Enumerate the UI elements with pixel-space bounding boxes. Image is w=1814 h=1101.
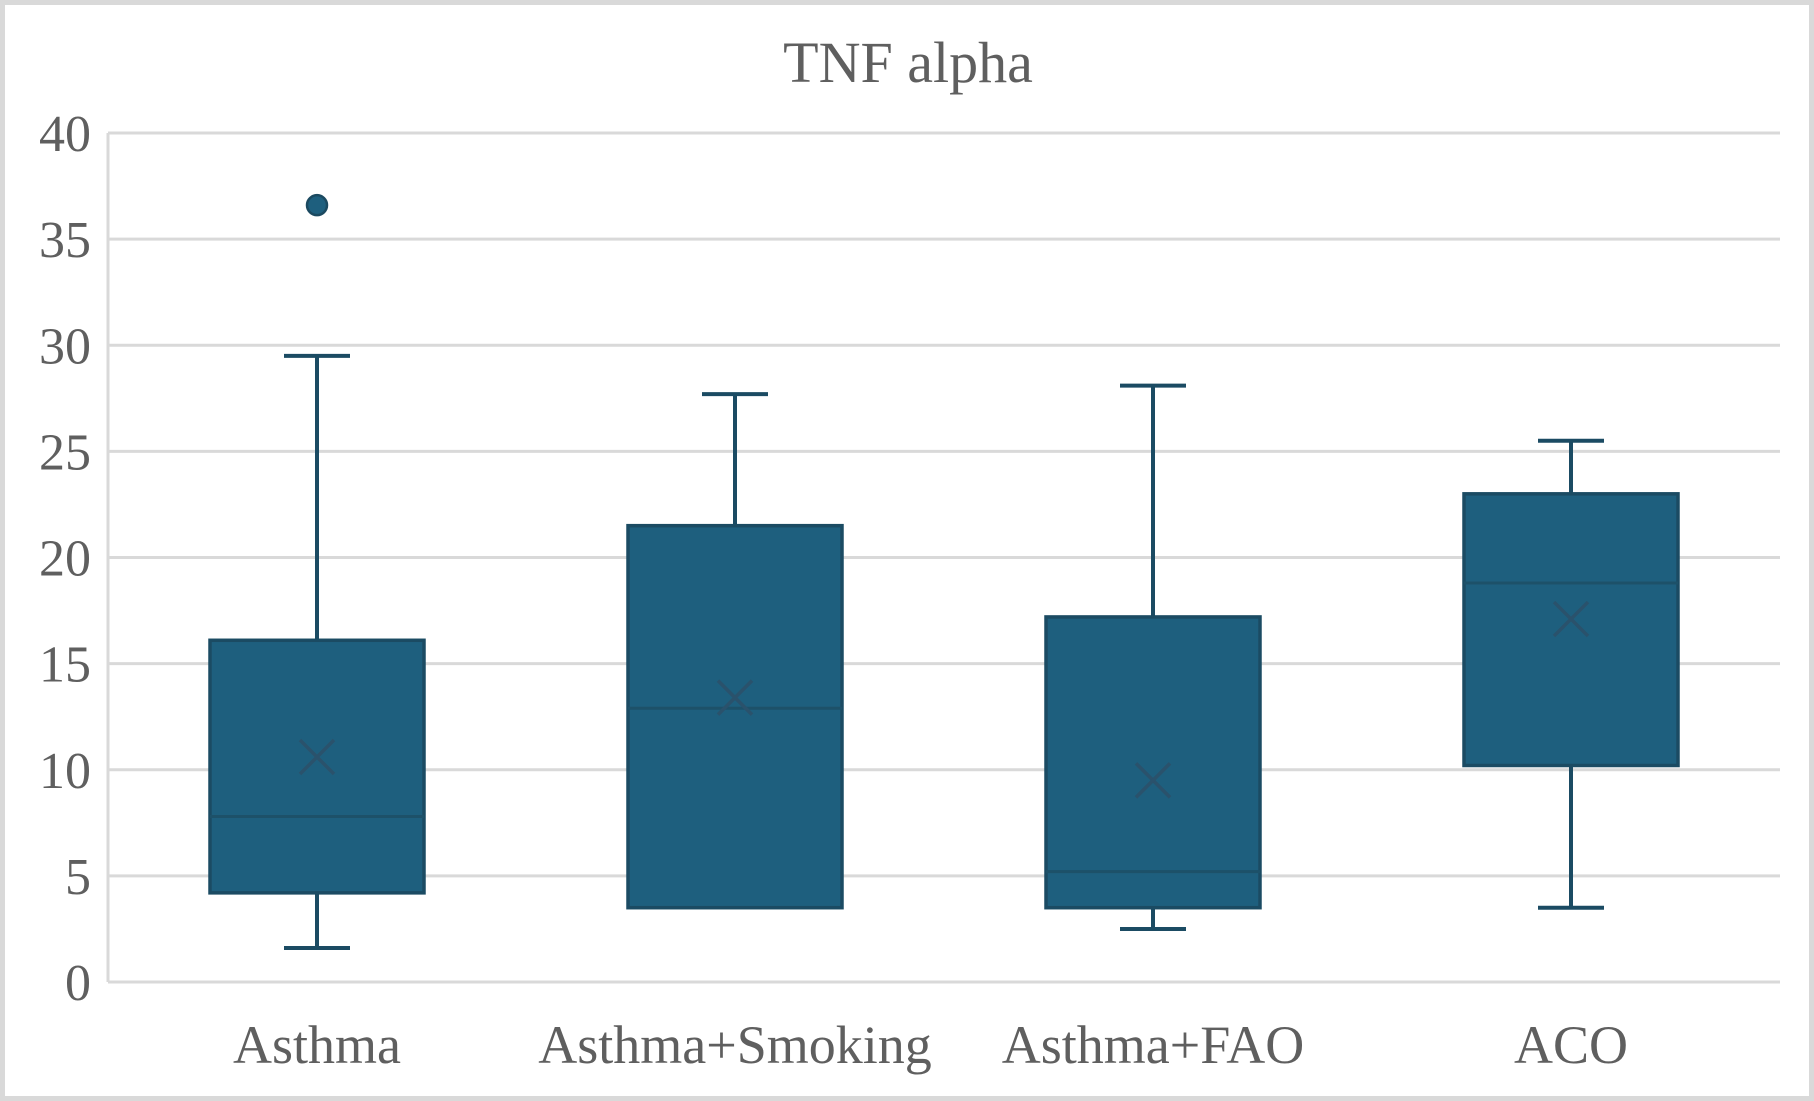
outlier-point: [305, 193, 329, 217]
y-tick-label-5: 5: [65, 849, 91, 906]
y-tick-label-20: 20: [39, 531, 91, 588]
y-tick-label-40: 40: [39, 106, 91, 163]
boxplot-aco: [1462, 438, 1680, 910]
series-layer: [208, 193, 1680, 951]
y-axis-labels: 0 5 10 15 20 25 30 35 40: [39, 106, 91, 1012]
x-category-label-asthma: Asthma: [233, 1015, 401, 1075]
mean-marker: [1134, 762, 1172, 799]
boxplot-asthma-smoking: [626, 392, 844, 910]
mean-marker: [716, 679, 754, 716]
x-category-label-asthma-smoking: Asthma+Smoking: [538, 1015, 931, 1075]
x-category-label-asthma-fao: Asthma+FAO: [1002, 1015, 1304, 1075]
x-axis-labels: Asthma Asthma+Smoking Asthma+FAO ACO: [233, 1015, 1628, 1075]
mean-marker: [298, 738, 336, 776]
x-category-label-aco: ACO: [1514, 1015, 1628, 1075]
mean-marker: [1552, 600, 1590, 638]
boxplot-asthma: [208, 193, 426, 951]
y-tick-label-35: 35: [39, 212, 91, 269]
y-tick-label-25: 25: [39, 424, 91, 481]
y-tick-label-15: 15: [39, 637, 91, 694]
boxplot-asthma-fao: [1044, 383, 1262, 931]
y-tick-label-0: 0: [65, 955, 91, 1012]
chart-title: TNF alpha: [783, 30, 1033, 95]
iqr-box: [208, 638, 426, 895]
iqr-box: [1462, 492, 1680, 768]
y-tick-label-30: 30: [39, 318, 91, 375]
y-tick-label-10: 10: [39, 743, 91, 800]
iqr-box: [626, 523, 844, 910]
iqr-box: [1044, 615, 1262, 910]
